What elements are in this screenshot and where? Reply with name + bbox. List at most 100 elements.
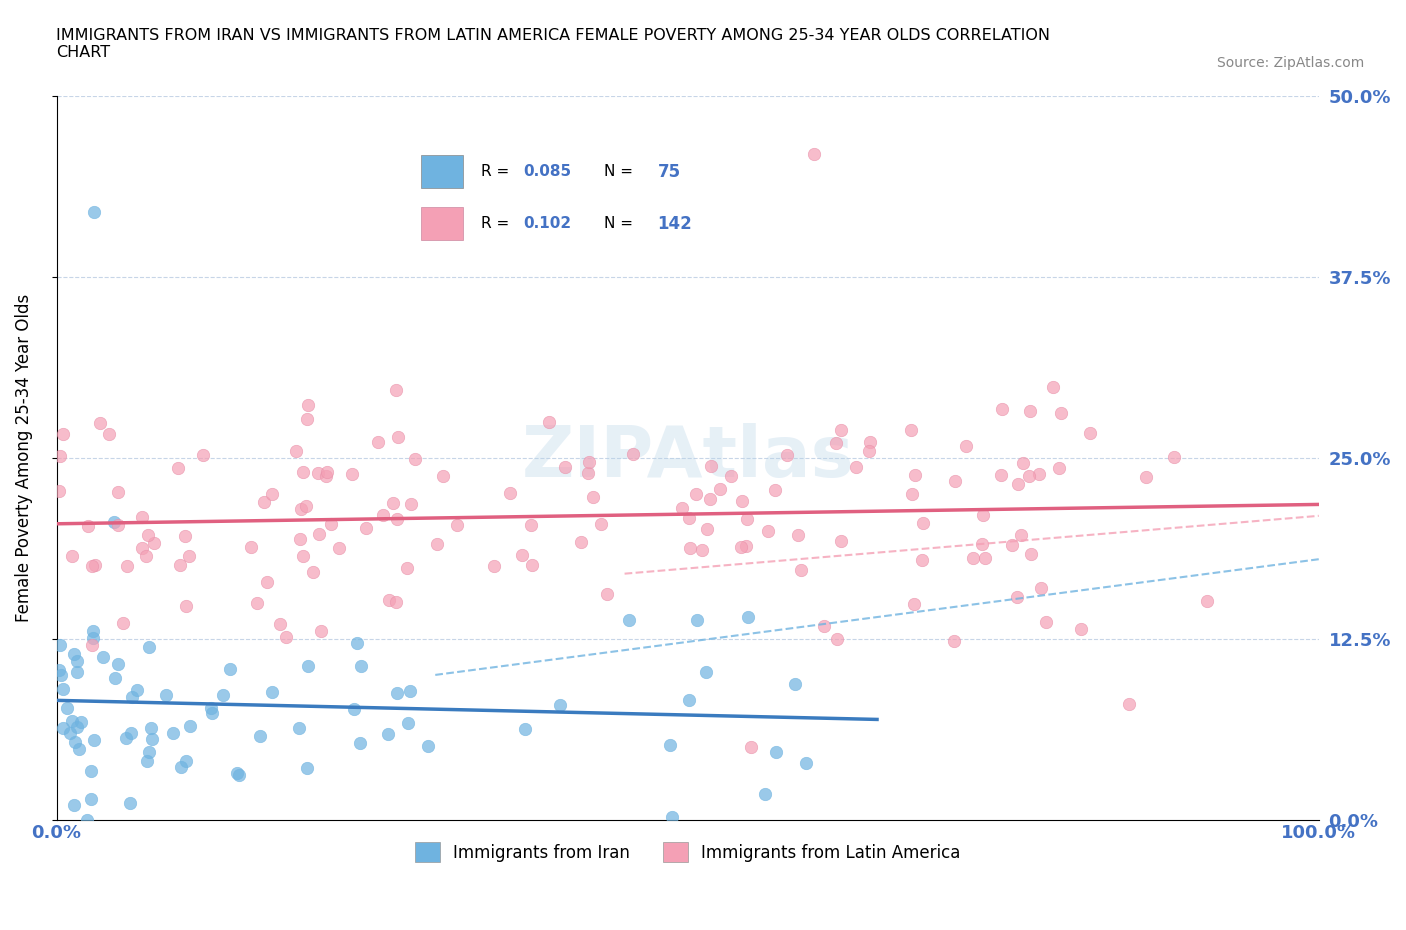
Point xyxy=(678,511,700,525)
Point xyxy=(385,594,408,609)
Point xyxy=(973,551,995,565)
Point xyxy=(141,731,163,746)
Point xyxy=(162,725,184,740)
Point xyxy=(131,540,153,555)
Point xyxy=(66,664,89,679)
Point xyxy=(276,630,298,644)
Point xyxy=(695,664,717,679)
Legend: Immigrants from Iran, Immigrants from Latin America: Immigrants from Iran, Immigrants from La… xyxy=(408,835,967,869)
Point xyxy=(825,631,848,646)
Point xyxy=(139,721,162,736)
Point xyxy=(60,714,83,729)
Point xyxy=(1118,697,1140,711)
Point xyxy=(256,575,278,590)
Point xyxy=(62,646,84,661)
Text: Source: ZipAtlas.com: Source: ZipAtlas.com xyxy=(1216,56,1364,70)
Point xyxy=(830,423,852,438)
Point xyxy=(295,412,318,427)
Text: ZIPAtlas: ZIPAtlas xyxy=(522,423,853,493)
Point xyxy=(52,427,75,442)
Point xyxy=(52,682,75,697)
Point xyxy=(104,671,127,685)
Point xyxy=(83,205,105,219)
Point xyxy=(260,486,283,501)
Point xyxy=(107,518,129,533)
Point xyxy=(1018,469,1040,484)
Point xyxy=(1012,456,1035,471)
Point xyxy=(813,618,835,633)
Point xyxy=(60,549,83,564)
Point xyxy=(191,448,214,463)
Point xyxy=(135,549,157,564)
Point xyxy=(103,514,125,529)
Point xyxy=(510,548,533,563)
Point xyxy=(845,459,868,474)
Point xyxy=(859,434,882,449)
Point xyxy=(201,705,224,720)
Point xyxy=(911,552,934,567)
Point xyxy=(1007,590,1029,604)
Point xyxy=(1195,593,1218,608)
Point xyxy=(176,753,198,768)
Point xyxy=(107,485,129,499)
Point xyxy=(737,609,759,624)
Point xyxy=(671,500,693,515)
Point xyxy=(328,540,350,555)
Point xyxy=(200,700,222,715)
Point xyxy=(404,452,426,467)
Point xyxy=(307,465,329,480)
Point xyxy=(115,558,138,573)
Point xyxy=(138,640,160,655)
Point xyxy=(962,551,984,565)
Point xyxy=(174,529,197,544)
Point xyxy=(51,668,73,683)
Point xyxy=(690,543,713,558)
Point xyxy=(52,721,75,736)
Point xyxy=(900,486,922,501)
Point xyxy=(520,558,543,573)
Point xyxy=(226,765,249,780)
Point xyxy=(903,596,925,611)
Point xyxy=(377,726,399,741)
Text: IMMIGRANTS FROM IRAN VS IMMIGRANTS FROM LATIN AMERICA FEMALE POVERTY AMONG 25-34: IMMIGRANTS FROM IRAN VS IMMIGRANTS FROM … xyxy=(56,28,1050,60)
Point xyxy=(138,744,160,759)
Point xyxy=(970,537,993,551)
Point xyxy=(765,744,787,759)
Point xyxy=(80,559,103,574)
Point xyxy=(48,483,70,498)
Point xyxy=(621,446,644,461)
Point xyxy=(69,714,91,729)
Point xyxy=(76,812,98,827)
Point xyxy=(990,467,1012,482)
Point xyxy=(292,548,315,563)
Point xyxy=(288,721,311,736)
Point xyxy=(97,427,120,442)
Point xyxy=(395,561,418,576)
Point xyxy=(378,593,401,608)
Point xyxy=(730,494,752,509)
Point xyxy=(294,499,316,514)
Point xyxy=(367,435,389,450)
Point xyxy=(84,558,107,573)
Point xyxy=(315,469,337,484)
Point xyxy=(686,612,709,627)
Point xyxy=(82,631,104,645)
Point xyxy=(700,458,723,473)
Point xyxy=(155,687,177,702)
Point xyxy=(291,465,314,480)
Point xyxy=(321,516,343,531)
Point xyxy=(900,423,922,438)
Point xyxy=(740,739,762,754)
Point xyxy=(56,700,79,715)
Point xyxy=(218,661,240,676)
Point xyxy=(1163,450,1185,465)
Point xyxy=(582,489,605,504)
Point xyxy=(538,415,561,430)
Point xyxy=(239,540,262,555)
Point xyxy=(1135,470,1157,485)
Point xyxy=(825,435,848,450)
Point xyxy=(569,534,592,549)
Point xyxy=(80,792,103,807)
Point xyxy=(385,383,408,398)
Point xyxy=(143,536,166,551)
